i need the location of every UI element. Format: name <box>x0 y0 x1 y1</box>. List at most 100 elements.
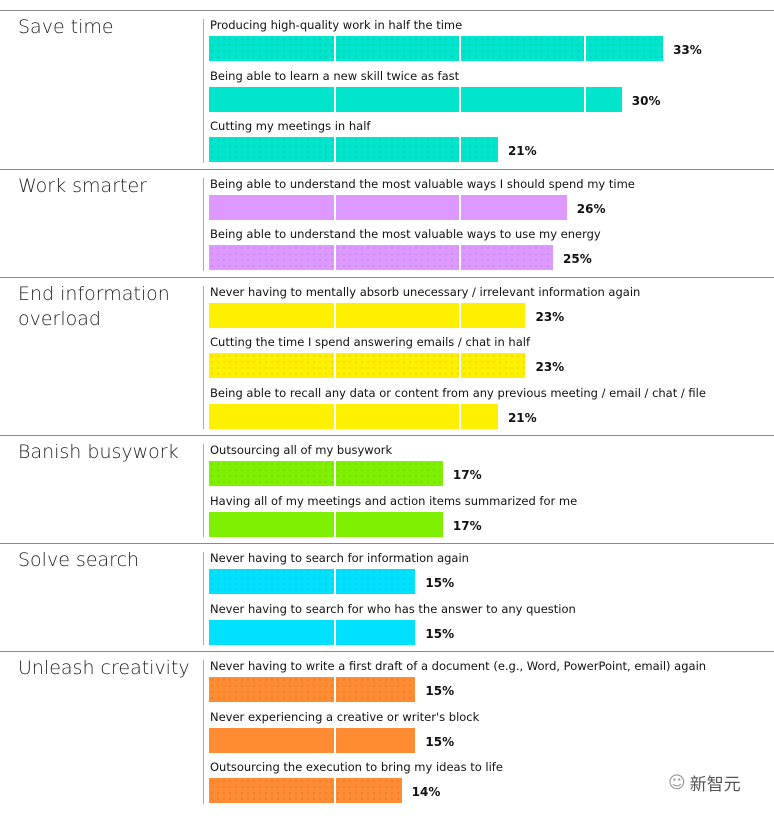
data-label: 15% <box>425 576 455 590</box>
data-label: 17% <box>452 468 482 482</box>
bar-row: Never having to search for information a… <box>0 544 774 595</box>
gridline <box>459 353 461 378</box>
data-label: 14% <box>411 785 441 799</box>
group-5: Unleash creativity Never having to write … <box>0 651 774 810</box>
group-2: End information overload Never having to … <box>0 276 774 436</box>
bar-label: Never having to write a first draft of a… <box>210 659 707 673</box>
bar-row: Never having to write a first draft of a… <box>0 652 774 703</box>
gridline <box>334 86 336 112</box>
group-title: End information overload <box>18 282 170 330</box>
bar <box>209 619 416 645</box>
bar <box>209 245 553 270</box>
bar-row: Being able to recall any data or content… <box>0 379 774 430</box>
group-1: Work smarter Being able to understand the… <box>0 168 774 277</box>
gridline <box>459 86 461 112</box>
group-title: Unleash creativity <box>18 657 190 679</box>
data-label: 26% <box>576 201 606 216</box>
gridline <box>334 778 336 803</box>
bar-label: Cutting the time I spend answering email… <box>210 335 531 349</box>
data-label: 23% <box>535 309 565 324</box>
bar <box>209 569 416 594</box>
bar <box>209 353 526 378</box>
group-title: Save time <box>18 16 114 38</box>
bar-label: Outsourcing the execution to bring my id… <box>210 760 503 774</box>
group-4: Solve search Never having to search for i… <box>0 543 774 651</box>
gridline <box>334 461 336 486</box>
gridline <box>334 569 336 594</box>
bar <box>209 302 526 328</box>
gridline <box>584 36 586 61</box>
bar-row: Cutting the time I spend answering email… <box>0 328 774 379</box>
group-title: Solve search <box>18 549 140 571</box>
data-label: 23% <box>535 360 565 374</box>
divider <box>203 177 204 271</box>
bar-label: Cutting my meetings in half <box>210 119 371 133</box>
bar-row: Having all of my meetings and action ite… <box>0 487 774 538</box>
bar-label: Being able to recall any data or content… <box>210 385 706 400</box>
bar-label: Having all of my meetings and action ite… <box>210 493 578 508</box>
bar-label: Producing high-quality work in half the … <box>210 18 463 32</box>
gridline <box>334 36 336 61</box>
wechat-icon: ☺ <box>668 772 686 793</box>
bar <box>209 86 622 112</box>
bar-row: Being able to understand the most valuab… <box>0 220 774 271</box>
divider <box>203 285 204 429</box>
bar-row: Being able to learn a new skill twice as… <box>0 62 774 113</box>
gridline <box>334 353 336 378</box>
bar-label: Never experiencing a creative or writer'… <box>210 709 480 724</box>
group-title: Work smarter <box>18 174 147 197</box>
divider <box>203 444 204 537</box>
bar <box>209 403 498 429</box>
bar <box>209 677 416 702</box>
bar <box>209 36 664 61</box>
bar-row: Outsourcing the execution to bring my id… <box>0 753 774 804</box>
bar-label: Being able to understand the most valuab… <box>210 176 635 191</box>
data-label: 21% <box>507 144 537 158</box>
bar-row: Being able to understand the most valuab… <box>0 170 774 221</box>
bar-row: Cutting my meetings in half 21% <box>0 112 774 163</box>
divider <box>203 19 204 163</box>
divider <box>203 552 204 645</box>
data-label: 25% <box>563 252 592 266</box>
bar <box>209 727 416 753</box>
gridline <box>334 677 336 702</box>
bar-label: Never having to search for who has the a… <box>210 601 576 616</box>
gridline <box>459 194 461 220</box>
gridline <box>334 302 336 328</box>
divider <box>203 660 204 804</box>
group-0: Save time Producing high-quality work in … <box>0 10 774 169</box>
data-label: 17% <box>452 518 482 533</box>
bar-row: Never having to search for who has the a… <box>0 595 774 646</box>
bar-row: Never having to mentally absorb unecessa… <box>0 278 774 329</box>
bar-label: Being able to learn a new skill twice as… <box>210 68 460 83</box>
gridline <box>459 137 461 162</box>
bar <box>209 778 402 803</box>
bar-row: Producing high-quality work in half the … <box>0 11 774 62</box>
data-label: 33% <box>673 43 702 57</box>
bar-label: Being able to understand the most valuab… <box>210 227 601 241</box>
gridline <box>334 194 336 220</box>
gridline <box>459 245 461 270</box>
gridline <box>459 403 461 429</box>
data-label: 21% <box>507 410 537 425</box>
gridline <box>334 727 336 753</box>
data-label: 15% <box>425 684 455 698</box>
bar <box>209 137 498 162</box>
data-label: 15% <box>425 626 455 641</box>
gridline <box>334 619 336 645</box>
bar-label: Never having to search for information a… <box>210 551 469 565</box>
bar <box>209 511 443 537</box>
gridline <box>334 403 336 429</box>
bar-row: Outsourcing all of my busywork 17% <box>0 436 774 487</box>
gridline <box>459 36 461 61</box>
group-3: Banish busywork Outsourcing all of my bus… <box>0 435 774 543</box>
bar <box>209 194 567 220</box>
data-label: 15% <box>425 734 455 749</box>
gridline <box>334 245 336 270</box>
gridline <box>584 86 586 112</box>
bar-label: Never having to mentally absorb unecessa… <box>210 284 641 299</box>
bar-row: Never experiencing a creative or writer'… <box>0 703 774 754</box>
gridline <box>334 137 336 162</box>
gridline <box>334 511 336 537</box>
group-title: Banish busywork <box>18 441 179 463</box>
